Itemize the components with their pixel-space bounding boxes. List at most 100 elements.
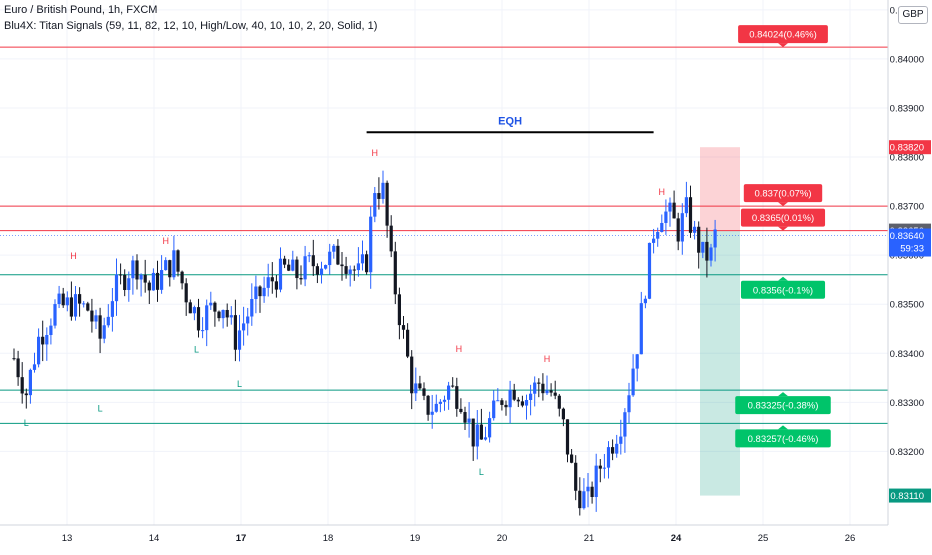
candle-body bbox=[516, 399, 520, 402]
candle-body bbox=[418, 383, 422, 389]
candle-body bbox=[619, 436, 623, 444]
time-tick-label: 21 bbox=[584, 533, 595, 544]
candle-body bbox=[225, 309, 229, 318]
candle-body bbox=[237, 330, 242, 350]
label-pointer bbox=[778, 226, 788, 231]
candle-body bbox=[233, 315, 237, 350]
swing-high-label: H bbox=[659, 187, 666, 197]
candle-body bbox=[471, 418, 475, 447]
candle-body bbox=[549, 390, 553, 393]
time-tick-label: 25 bbox=[758, 533, 769, 544]
candle-body bbox=[73, 294, 78, 317]
candle-body bbox=[713, 229, 717, 248]
candle-body bbox=[139, 274, 143, 280]
candle-body bbox=[12, 358, 16, 360]
candle-body bbox=[352, 269, 356, 271]
candle-body bbox=[65, 297, 69, 306]
candle-body bbox=[545, 390, 549, 394]
candle-body bbox=[135, 260, 139, 280]
price-tag-current-b-box bbox=[889, 228, 931, 257]
price-tick-label: 0.84000 bbox=[890, 54, 924, 65]
candle-body bbox=[389, 225, 393, 252]
level-label: 0.83325(-0.38%) bbox=[748, 401, 819, 412]
candle-body bbox=[430, 411, 434, 415]
candle-body bbox=[598, 465, 602, 469]
candle-body bbox=[180, 271, 184, 284]
candle-body bbox=[28, 369, 32, 396]
candle-body bbox=[287, 264, 291, 271]
candle-body bbox=[635, 354, 639, 369]
candle-body bbox=[660, 222, 664, 233]
candle-body bbox=[168, 260, 172, 278]
candle-body bbox=[639, 303, 643, 355]
candle-body bbox=[483, 437, 488, 440]
candle-body bbox=[426, 395, 430, 415]
candle-body bbox=[541, 383, 545, 394]
candle-body bbox=[643, 298, 647, 304]
time-tick-label: 17 bbox=[236, 533, 247, 544]
candle-body bbox=[533, 382, 537, 394]
candle-body bbox=[693, 226, 697, 233]
candle-body bbox=[664, 211, 668, 223]
time-tick-label: 18 bbox=[323, 533, 334, 544]
candle-body bbox=[676, 218, 680, 242]
candle-body bbox=[373, 193, 377, 217]
candle-body bbox=[385, 182, 389, 226]
candle-body bbox=[606, 447, 611, 468]
candle-body bbox=[492, 400, 496, 419]
time-tick-label: 26 bbox=[845, 533, 856, 544]
candle-body bbox=[143, 274, 147, 283]
candle-body bbox=[479, 424, 483, 440]
candle-body bbox=[102, 325, 106, 339]
candle-body bbox=[365, 254, 369, 273]
level-label-box bbox=[735, 429, 831, 448]
candle-body bbox=[127, 278, 131, 291]
candle-body bbox=[114, 274, 119, 302]
candle-body bbox=[557, 395, 561, 409]
candle-body bbox=[611, 447, 615, 454]
level-label-box bbox=[740, 208, 826, 227]
candle-body bbox=[151, 272, 155, 291]
time-tick-label: 19 bbox=[410, 533, 421, 544]
candle-body bbox=[278, 258, 283, 290]
candle-body bbox=[336, 245, 340, 265]
candle-body bbox=[49, 325, 53, 335]
candle-body bbox=[250, 299, 254, 317]
price-tick-label: 0.83200 bbox=[890, 447, 924, 458]
candle-body bbox=[459, 408, 463, 413]
candle-body bbox=[688, 197, 693, 233]
candle-body bbox=[623, 412, 627, 437]
level-label-box bbox=[735, 396, 831, 415]
level-label: 0.8356(-0.1%) bbox=[753, 285, 813, 296]
take-profit-zone bbox=[700, 230, 740, 496]
price-axis-bg bbox=[888, 0, 932, 550]
level-label: 0.83257(-0.46%) bbox=[748, 434, 819, 445]
price-tag-top-box bbox=[889, 140, 931, 155]
candle-body bbox=[602, 467, 606, 469]
candle-body bbox=[328, 251, 332, 266]
candle-body bbox=[217, 311, 221, 319]
swing-high-label: H bbox=[456, 344, 463, 354]
candle-body bbox=[119, 274, 123, 276]
candle-body bbox=[41, 336, 45, 345]
candle-body bbox=[356, 263, 360, 271]
candle-body bbox=[410, 356, 414, 394]
candle-body bbox=[82, 303, 86, 305]
candle-body bbox=[254, 286, 258, 300]
candle-body bbox=[627, 395, 631, 413]
candle-body bbox=[110, 301, 114, 317]
price-tick-label: 0.83800 bbox=[890, 153, 924, 164]
swing-low-label: L bbox=[194, 345, 199, 355]
currency-button[interactable]: GBP bbox=[898, 6, 928, 24]
candle-body bbox=[652, 238, 656, 243]
level-label-box bbox=[743, 184, 823, 203]
candle-body bbox=[369, 216, 373, 273]
swing-low-label: L bbox=[479, 467, 484, 477]
eqh-label: EQH bbox=[498, 115, 522, 127]
candle-body bbox=[447, 385, 451, 400]
swing-low-label: L bbox=[237, 379, 242, 389]
price-tick-label: 0.83900 bbox=[890, 103, 924, 114]
candle-body bbox=[680, 213, 684, 242]
